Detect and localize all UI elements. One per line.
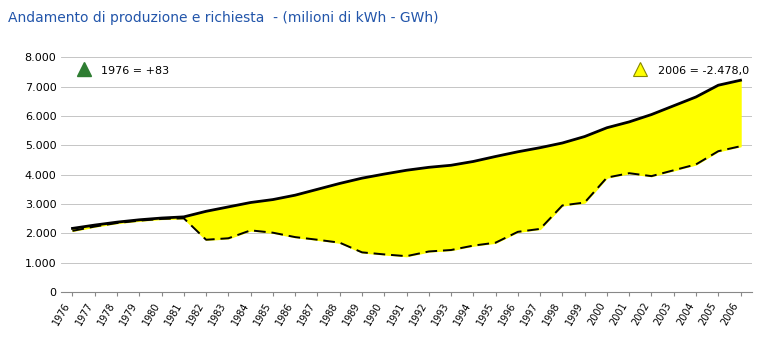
Text: 2006 = -2.478,0: 2006 = -2.478,0: [658, 66, 749, 75]
Text: 1976 = +83: 1976 = +83: [101, 66, 170, 75]
Text: Andamento di produzione e richiesta  - (milioni di kWh - GWh): Andamento di produzione e richiesta - (m…: [8, 11, 438, 25]
